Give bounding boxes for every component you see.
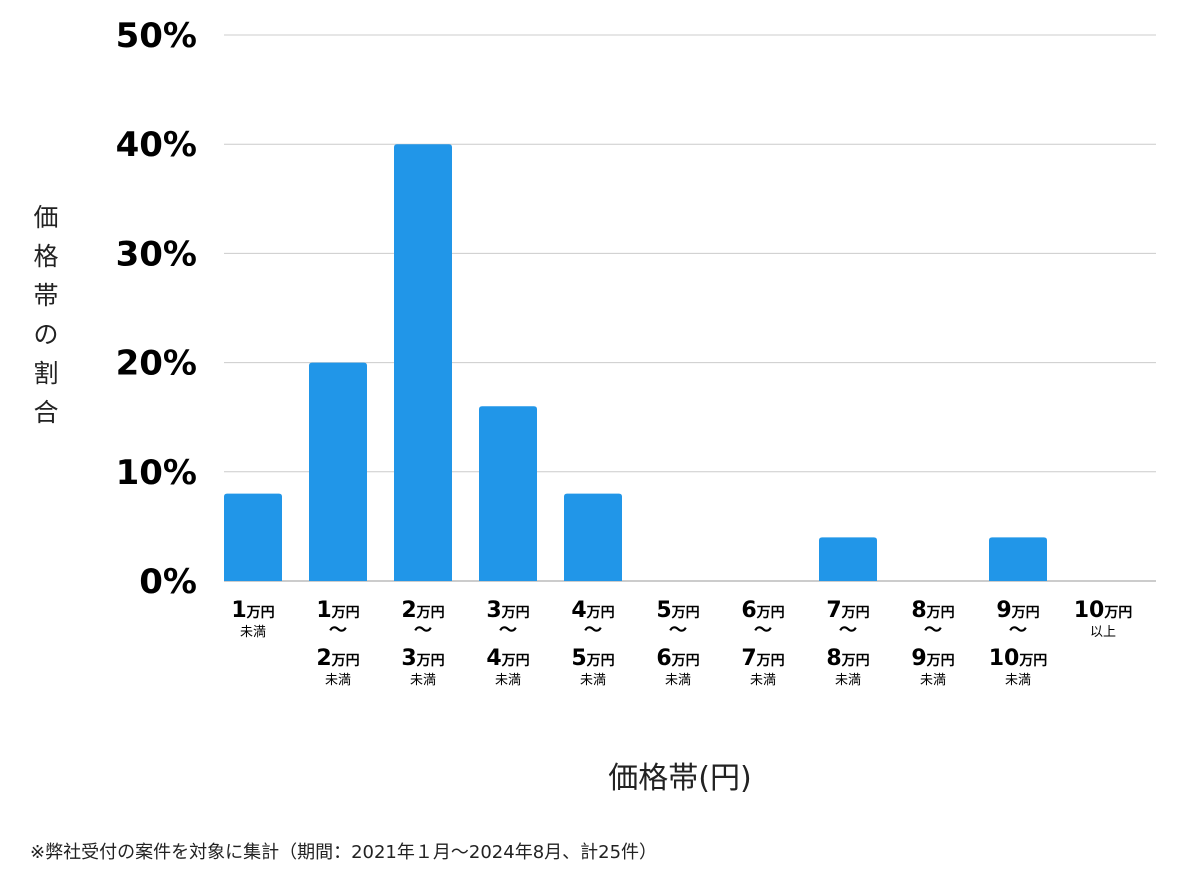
y-tick-label: 0% <box>139 562 197 602</box>
bar <box>224 493 282 581</box>
x-tick-amount: 2万円 <box>401 598 444 623</box>
x-tick-amount: 9万円 <box>996 598 1039 623</box>
y-tick-label: 40% <box>116 125 197 165</box>
x-tick-amount: 6万円 <box>741 598 784 623</box>
x-tick-amount: 10万円 <box>989 646 1048 671</box>
x-tick-amount: 5万円 <box>656 598 699 623</box>
x-tick-amount: 9万円 <box>911 646 954 671</box>
x-tick-suffix: 未満 <box>410 673 436 688</box>
x-tick-amount: 1万円 <box>231 598 274 623</box>
footnote: ※弊社受付の案件を対象に集計（期間：2021年１月〜2024年8月、計25件） <box>30 842 658 863</box>
x-tick-amount: 8万円 <box>826 646 869 671</box>
y-axis-label-char: 価 <box>33 203 58 232</box>
x-tick-tilde: 〜 <box>584 620 602 641</box>
x-tick-amount: 5万円 <box>571 646 614 671</box>
y-tick-label: 30% <box>116 234 197 274</box>
x-tick-amount: 4万円 <box>486 646 529 671</box>
x-tick-suffix: 未満 <box>325 673 351 688</box>
x-tick-suffix: 未満 <box>920 673 946 688</box>
y-axis-label-char: 割 <box>33 359 58 388</box>
x-tick-amount: 10万円 <box>1074 598 1133 623</box>
x-tick-amount: 7万円 <box>826 598 869 623</box>
x-axis-ticks: 1万円未満1万円〜2万円未満2万円〜3万円未満3万円〜4万円未満4万円〜5万円未… <box>231 598 1132 688</box>
x-tick-amount: 6万円 <box>656 646 699 671</box>
y-axis-ticks: 0% 10% 20% 30% 40% 50% <box>116 16 197 602</box>
x-tick-suffix: 未満 <box>240 625 266 640</box>
x-tick-amount: 4万円 <box>571 598 614 623</box>
x-tick-amount: 7万円 <box>741 646 784 671</box>
x-tick-tilde: 〜 <box>669 620 687 641</box>
y-tick-label: 10% <box>116 453 197 493</box>
bar <box>564 493 622 581</box>
x-tick-tilde: 〜 <box>329 620 347 641</box>
x-tick-tilde: 〜 <box>414 620 432 641</box>
x-tick-suffix: 未満 <box>580 673 606 688</box>
x-tick-amount: 3万円 <box>401 646 444 671</box>
bar <box>309 362 367 581</box>
y-axis-label-char: の <box>33 320 58 349</box>
x-tick-suffix: 未満 <box>665 673 691 688</box>
x-tick-tilde: 〜 <box>924 620 942 641</box>
x-tick-amount: 8万円 <box>911 598 954 623</box>
bar <box>989 537 1047 581</box>
y-tick-label: 50% <box>116 16 197 56</box>
x-tick-suffix: 未満 <box>1005 673 1031 688</box>
x-tick-tilde: 〜 <box>754 620 772 641</box>
x-tick-tilde: 〜 <box>499 620 517 641</box>
x-tick-suffix: 未満 <box>835 673 861 688</box>
bar <box>819 537 877 581</box>
x-tick-suffix: 未満 <box>495 673 521 688</box>
y-axis-label-char: 格 <box>33 242 58 271</box>
x-tick-amount: 2万円 <box>316 646 359 671</box>
y-axis-label-char: 帯 <box>33 281 58 310</box>
x-tick-tilde: 〜 <box>839 620 857 641</box>
y-axis-label-char: 合 <box>33 398 58 427</box>
x-tick-tilde: 〜 <box>1009 620 1027 641</box>
y-tick-label: 20% <box>116 344 197 384</box>
x-axis-label: 価格帯(円) <box>608 761 751 796</box>
bar <box>479 406 537 581</box>
bars <box>224 144 1047 581</box>
x-tick-suffix: 未満 <box>750 673 776 688</box>
x-tick-suffix: 以上 <box>1090 625 1116 640</box>
x-tick-amount: 1万円 <box>316 598 359 623</box>
bar <box>394 144 452 581</box>
x-tick-amount: 3万円 <box>486 598 529 623</box>
